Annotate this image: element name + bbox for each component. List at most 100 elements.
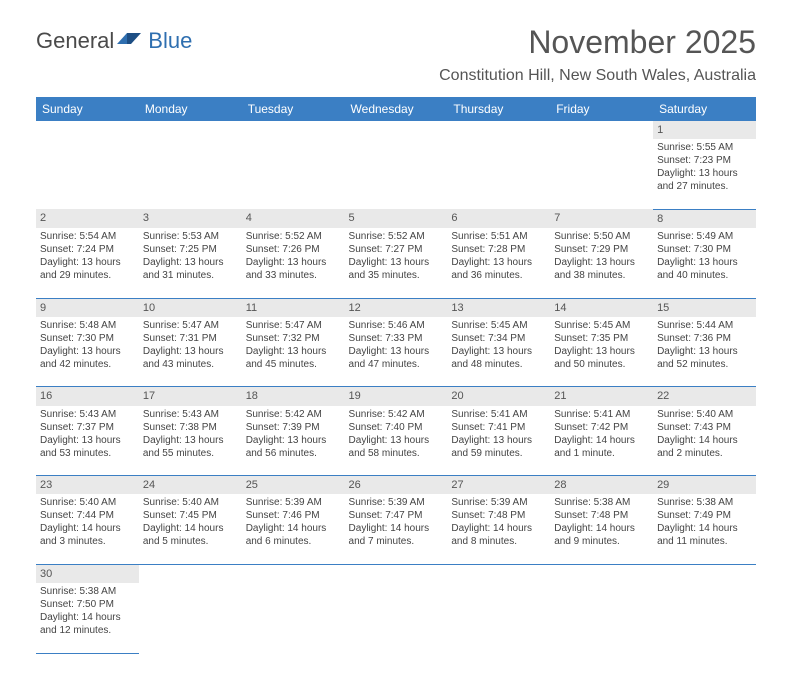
sunrise-text: Sunrise: 5:54 AM — [40, 230, 135, 243]
day-number: 14 — [550, 298, 653, 317]
daylight-text: Daylight: 14 hours and 2 minutes. — [657, 434, 752, 460]
day-number — [345, 564, 448, 583]
day-number: 30 — [36, 564, 139, 583]
sunset-text: Sunset: 7:24 PM — [40, 243, 135, 256]
weekday-header: Sunday — [36, 97, 139, 121]
day-cell: Sunrise: 5:42 AMSunset: 7:39 PMDaylight:… — [242, 406, 345, 476]
day-cell: Sunrise: 5:50 AMSunset: 7:29 PMDaylight:… — [550, 228, 653, 298]
day-number — [550, 564, 653, 583]
daynum-row: 2345678 — [36, 209, 756, 228]
day-number — [653, 564, 756, 583]
day-cell — [139, 583, 242, 653]
day-number: 4 — [242, 209, 345, 228]
daylight-text: Daylight: 13 hours and 58 minutes. — [349, 434, 444, 460]
sunset-text: Sunset: 7:35 PM — [554, 332, 649, 345]
daylight-text: Daylight: 13 hours and 42 minutes. — [40, 345, 135, 371]
sunset-text: Sunset: 7:50 PM — [40, 598, 135, 611]
weekday-header: Thursday — [447, 97, 550, 121]
day-number: 2 — [36, 209, 139, 228]
day-info-row: Sunrise: 5:48 AMSunset: 7:30 PMDaylight:… — [36, 317, 756, 387]
day-cell: Sunrise: 5:39 AMSunset: 7:46 PMDaylight:… — [242, 494, 345, 564]
calendar-body: 1Sunrise: 5:55 AMSunset: 7:23 PMDaylight… — [36, 121, 756, 653]
day-number: 18 — [242, 387, 345, 406]
day-number — [36, 121, 139, 139]
day-number: 15 — [653, 298, 756, 317]
sunrise-text: Sunrise: 5:52 AM — [246, 230, 341, 243]
day-number: 27 — [447, 476, 550, 495]
day-number: 17 — [139, 387, 242, 406]
day-number: 9 — [36, 298, 139, 317]
sunrise-text: Sunrise: 5:46 AM — [349, 319, 444, 332]
sunrise-text: Sunrise: 5:50 AM — [554, 230, 649, 243]
day-cell: Sunrise: 5:40 AMSunset: 7:44 PMDaylight:… — [36, 494, 139, 564]
day-number: 1 — [653, 121, 756, 139]
sunrise-text: Sunrise: 5:43 AM — [143, 408, 238, 421]
sunrise-text: Sunrise: 5:42 AM — [246, 408, 341, 421]
daylight-text: Daylight: 13 hours and 52 minutes. — [657, 345, 752, 371]
day-number: 12 — [345, 298, 448, 317]
daylight-text: Daylight: 13 hours and 48 minutes. — [451, 345, 546, 371]
day-cell: Sunrise: 5:47 AMSunset: 7:32 PMDaylight:… — [242, 317, 345, 387]
sunset-text: Sunset: 7:28 PM — [451, 243, 546, 256]
sunrise-text: Sunrise: 5:40 AM — [143, 496, 238, 509]
daynum-row: 1 — [36, 121, 756, 139]
sunrise-text: Sunrise: 5:44 AM — [657, 319, 752, 332]
sunset-text: Sunset: 7:40 PM — [349, 421, 444, 434]
day-cell: Sunrise: 5:39 AMSunset: 7:47 PMDaylight:… — [345, 494, 448, 564]
logo-text-blue: Blue — [148, 28, 192, 54]
sunset-text: Sunset: 7:42 PM — [554, 421, 649, 434]
sunset-text: Sunset: 7:30 PM — [40, 332, 135, 345]
day-cell: Sunrise: 5:53 AMSunset: 7:25 PMDaylight:… — [139, 228, 242, 298]
sunset-text: Sunset: 7:27 PM — [349, 243, 444, 256]
sunset-text: Sunset: 7:48 PM — [554, 509, 649, 522]
daylight-text: Daylight: 14 hours and 1 minute. — [554, 434, 649, 460]
daylight-text: Daylight: 13 hours and 56 minutes. — [246, 434, 341, 460]
sunrise-text: Sunrise: 5:38 AM — [554, 496, 649, 509]
weekday-header-row: Sunday Monday Tuesday Wednesday Thursday… — [36, 97, 756, 121]
day-cell: Sunrise: 5:39 AMSunset: 7:48 PMDaylight:… — [447, 494, 550, 564]
day-number — [550, 121, 653, 139]
day-number: 13 — [447, 298, 550, 317]
day-cell: Sunrise: 5:55 AMSunset: 7:23 PMDaylight:… — [653, 139, 756, 209]
daylight-text: Daylight: 13 hours and 55 minutes. — [143, 434, 238, 460]
day-cell: Sunrise: 5:51 AMSunset: 7:28 PMDaylight:… — [447, 228, 550, 298]
daylight-text: Daylight: 13 hours and 35 minutes. — [349, 256, 444, 282]
day-number: 20 — [447, 387, 550, 406]
day-number — [447, 121, 550, 139]
day-info-row: Sunrise: 5:38 AMSunset: 7:50 PMDaylight:… — [36, 583, 756, 653]
sunset-text: Sunset: 7:49 PM — [657, 509, 752, 522]
day-number: 28 — [550, 476, 653, 495]
sunset-text: Sunset: 7:23 PM — [657, 154, 752, 167]
daynum-row: 30 — [36, 564, 756, 583]
sunrise-text: Sunrise: 5:55 AM — [657, 141, 752, 154]
sunset-text: Sunset: 7:47 PM — [349, 509, 444, 522]
day-cell — [345, 583, 448, 653]
daylight-text: Daylight: 14 hours and 7 minutes. — [349, 522, 444, 548]
daylight-text: Daylight: 14 hours and 3 minutes. — [40, 522, 135, 548]
day-cell — [242, 139, 345, 209]
sunrise-text: Sunrise: 5:49 AM — [657, 230, 752, 243]
daylight-text: Daylight: 13 hours and 36 minutes. — [451, 256, 546, 282]
day-number: 24 — [139, 476, 242, 495]
header: General Blue November 2025 Constitution … — [36, 24, 756, 89]
location-text: Constitution Hill, New South Wales, Aust… — [439, 67, 756, 85]
weekday-header: Saturday — [653, 97, 756, 121]
daylight-text: Daylight: 14 hours and 8 minutes. — [451, 522, 546, 548]
day-number: 11 — [242, 298, 345, 317]
daylight-text: Daylight: 13 hours and 45 minutes. — [246, 345, 341, 371]
sunset-text: Sunset: 7:39 PM — [246, 421, 341, 434]
daylight-text: Daylight: 14 hours and 12 minutes. — [40, 611, 135, 637]
day-number: 26 — [345, 476, 448, 495]
day-number: 7 — [550, 209, 653, 228]
sunset-text: Sunset: 7:26 PM — [246, 243, 341, 256]
sunrise-text: Sunrise: 5:42 AM — [349, 408, 444, 421]
flag-icon — [117, 30, 145, 53]
logo: General Blue — [36, 28, 192, 54]
day-cell — [242, 583, 345, 653]
sunset-text: Sunset: 7:38 PM — [143, 421, 238, 434]
day-number — [242, 121, 345, 139]
day-cell: Sunrise: 5:45 AMSunset: 7:34 PMDaylight:… — [447, 317, 550, 387]
day-cell: Sunrise: 5:54 AMSunset: 7:24 PMDaylight:… — [36, 228, 139, 298]
day-number: 29 — [653, 476, 756, 495]
day-cell: Sunrise: 5:38 AMSunset: 7:50 PMDaylight:… — [36, 583, 139, 653]
